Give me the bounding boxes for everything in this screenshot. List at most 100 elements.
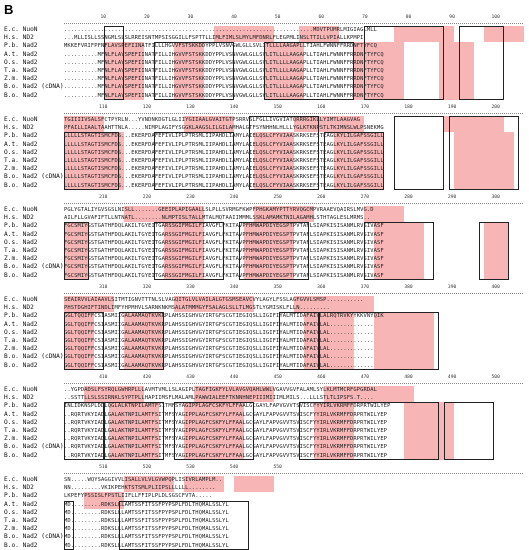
sequence-row: INLIDKNSPLDDLQGLALKTNPILAMTFSITMFSYAGIPP… bbox=[64, 403, 391, 410]
position-tick: 460 bbox=[317, 375, 326, 380]
sequence-row: ..RQRTVKYIADLGALAKTNPILAMTFSITMFSYAGIPPL… bbox=[64, 419, 388, 426]
position-tick: 340 bbox=[229, 285, 239, 290]
sequence-row: LLLLLSTAGTISMCFDS...EKERFDAFEFIVLIPLPTRS… bbox=[64, 166, 384, 173]
sequence-rows: SEAIRVVLAIAAVLSITMTIGNVTTTNLSLVAGQITGLVL… bbox=[64, 296, 523, 370]
sequence-row: LLLLLSTAGTISMCFDS...EKERFDAFEFIVLIPLPTRS… bbox=[64, 149, 384, 156]
conservation-highlight bbox=[64, 312, 94, 370]
position-tick: 440 bbox=[229, 375, 239, 380]
species-name: P.b. Nad2 bbox=[4, 312, 38, 320]
conservation-highlight bbox=[454, 132, 514, 190]
species-name: E.c. NuoN bbox=[4, 476, 38, 483]
conservation-box bbox=[264, 42, 354, 100]
species-name: A.t. Nad2 bbox=[4, 320, 38, 328]
conservation-highlight bbox=[264, 42, 304, 100]
species-name: T.a. Nad2 bbox=[4, 336, 38, 344]
conservation-box bbox=[459, 26, 504, 100]
ruler-dots bbox=[64, 23, 523, 26]
species-name: H.s. ND2 bbox=[4, 124, 34, 132]
position-tick: 380 bbox=[404, 285, 413, 290]
sequence-row: GGLTQQIFFCSIASMIIGALAAMAQTKVKRPLAHSSIGHV… bbox=[64, 346, 374, 353]
conservation-highlight bbox=[64, 132, 124, 190]
sequence-row: MD.........RDKSLLLAMTSSFITSSFPYPSPLFDLTH… bbox=[64, 542, 229, 549]
species-name: B.o. Nad2 bbox=[4, 541, 38, 549]
conservation-highlight bbox=[439, 42, 474, 100]
sequence-row: AILFLLGVAFIFTLLNTNATL........NLMPTISLTAL… bbox=[64, 215, 371, 222]
sequence-rows: PGLYGTALIYGVSGSLNISLL.......GEEIPLAPIGAA… bbox=[64, 206, 523, 280]
conservation-highlight bbox=[84, 386, 144, 403]
sequence-row: MD.........RDKSLLLAMTSSFITSSFPYPSPLFDLTH… bbox=[64, 526, 229, 533]
species-name: A.t. Nad2 bbox=[4, 50, 38, 58]
species-name: E.c. NuoN bbox=[4, 296, 38, 303]
position-tick: 160 bbox=[317, 105, 326, 110]
sequence-row: MD.........RDKSLLLAMTSSFITSSFPYPSPLFDLTH… bbox=[64, 534, 229, 541]
species-name: Z.m. Nad2 bbox=[4, 525, 38, 533]
position-tick: 510 bbox=[99, 465, 108, 470]
species-names: E.c. NuoN H.s. ND2 P.b. Nad2 A.t. Nad2 O.s. … bbox=[4, 206, 64, 280]
species-name: Z.m. Nad2 bbox=[4, 345, 38, 353]
sequence-row: MD.........RDKSLLLAMTSSFITSSFPYPSPLFDLTH… bbox=[64, 501, 229, 508]
conservation-highlight bbox=[444, 116, 504, 133]
sequence-row: GGLTQQIFFCSIASMIIGALAAMAQTKVKRPLAHSSIGHV… bbox=[64, 321, 374, 328]
conservation-highlight bbox=[64, 296, 114, 313]
species-names: E.c. NuoN H.s. ND2 P.b. Nad2 A.t. Nad2 O.s. … bbox=[4, 26, 64, 100]
position-tick: 230 bbox=[186, 195, 195, 200]
position-tick: 550 bbox=[273, 465, 282, 470]
position-tick: 240 bbox=[229, 195, 239, 200]
species-name: Z.m. Nad2 bbox=[4, 75, 38, 83]
conservation-highlight bbox=[484, 222, 509, 280]
conservation-highlight bbox=[404, 402, 454, 460]
position-tick: 180 bbox=[404, 105, 413, 110]
sequence-row: ........................................… bbox=[64, 27, 377, 33]
sequence-row: MKKEFVRIFPFNFLAVSPEFIINATFILLLHGVVFSTSKK… bbox=[64, 43, 377, 50]
species-names: E.c. NuoN H.s. ND2 P.b. Nad2 A.t. Nad2 O.s. … bbox=[4, 296, 64, 370]
position-tick: 360 bbox=[317, 285, 326, 290]
species-name: A.t. Nad2 bbox=[4, 410, 38, 418]
ruler-dots bbox=[64, 113, 523, 116]
sequence-rows: ..YGPDADSLFSYRQLGWHRPLLLAVMTVMLLSLAGIPLT… bbox=[64, 386, 523, 460]
sequence-row: PFAILLIAALTAAHTTNLA.....NIMPLAGIFYSGGKLA… bbox=[64, 125, 384, 132]
species-name: B.o. Nad2 (cDNA) bbox=[4, 353, 64, 361]
position-tick: 120 bbox=[142, 105, 151, 110]
sequence-row: NN.........VKIKPEHKTSTSMLPLIIPSLLLLLL...… bbox=[64, 485, 216, 492]
species-name: A.t. Nad2 bbox=[4, 230, 38, 238]
species-name: O.s. Nad2 bbox=[4, 58, 38, 66]
conservation-highlight bbox=[374, 312, 434, 370]
position-ruler: 410 420 430 440 450 460 470 480 490 500 bbox=[64, 375, 523, 385]
position-tick: 450 bbox=[273, 375, 282, 380]
conservation-box bbox=[239, 222, 309, 280]
position-tick: 210 bbox=[99, 195, 108, 200]
species-name: T.a. Nad2 bbox=[4, 426, 38, 434]
alignment-block: 510 520 530 540 550 E.c. NuoN H.s. ND2 P.b. Nad… bbox=[0, 465, 529, 550]
position-tick: 280 bbox=[404, 195, 413, 200]
conservation-highlight bbox=[174, 42, 204, 100]
sequence-row: ..RQRTVKYIADLGALAKTNPILAMTFSITMFSYAGIPPL… bbox=[64, 411, 388, 418]
conservation-highlight bbox=[104, 42, 144, 100]
conservation-highlight bbox=[304, 312, 354, 370]
position-tick: 430 bbox=[186, 375, 195, 380]
sequence-row: ..........MFNLFLAVSPEFIINATFILLIHGVVFSTS… bbox=[64, 59, 384, 66]
position-tick: 270 bbox=[360, 195, 370, 200]
species-name: O.s. Nad2 bbox=[4, 418, 38, 426]
species-name: P.b. Nad2 bbox=[4, 402, 38, 410]
position-tick: 90 bbox=[449, 15, 455, 20]
conservation-highlight bbox=[124, 312, 164, 370]
sequence-row: ..RQRTVKYIADLGALAKTNPILAMTFSITMFSYAGIPPL… bbox=[64, 444, 388, 451]
position-tick: 10 bbox=[100, 15, 107, 20]
position-tick: 490 bbox=[447, 375, 457, 380]
position-tick: 520 bbox=[142, 465, 151, 470]
sequence-row: LLLLLSTAGTISMCFDS...EKERFDAFEFIVLIPLPTRS… bbox=[64, 157, 384, 164]
conservation-highlight bbox=[334, 132, 384, 190]
position-tick: 250 bbox=[273, 195, 282, 200]
conservation-highlight bbox=[174, 296, 254, 313]
conservation-highlight bbox=[184, 402, 244, 460]
sequence-row: ..YGPDADSLFSYRQLGWHRPLLLAVMTVMLLSLAGIPLT… bbox=[64, 387, 377, 393]
position-tick: 40 bbox=[231, 15, 237, 20]
sequence-row: ..........MFNLFLAVSPEFIINATFILLIHGVVFSTS… bbox=[64, 51, 384, 58]
conservation-highlight bbox=[64, 222, 89, 280]
conservation-highlight bbox=[394, 26, 454, 43]
conservation-box bbox=[104, 402, 164, 460]
sequence-row: GGLTQQIFFCSIASMIIGALAAMAQTKVKRPLAHSSIGHV… bbox=[64, 337, 374, 344]
position-tick: 370 bbox=[360, 285, 370, 290]
position-tick: 390 bbox=[447, 285, 457, 290]
position-ruler: 110 120 130 140 150 160 170 180 190 200 bbox=[64, 105, 523, 115]
